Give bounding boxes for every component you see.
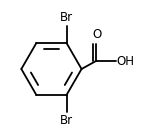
Text: Br: Br [60,11,73,24]
Text: Br: Br [60,114,73,127]
Text: O: O [92,28,101,41]
Text: OH: OH [116,55,134,67]
